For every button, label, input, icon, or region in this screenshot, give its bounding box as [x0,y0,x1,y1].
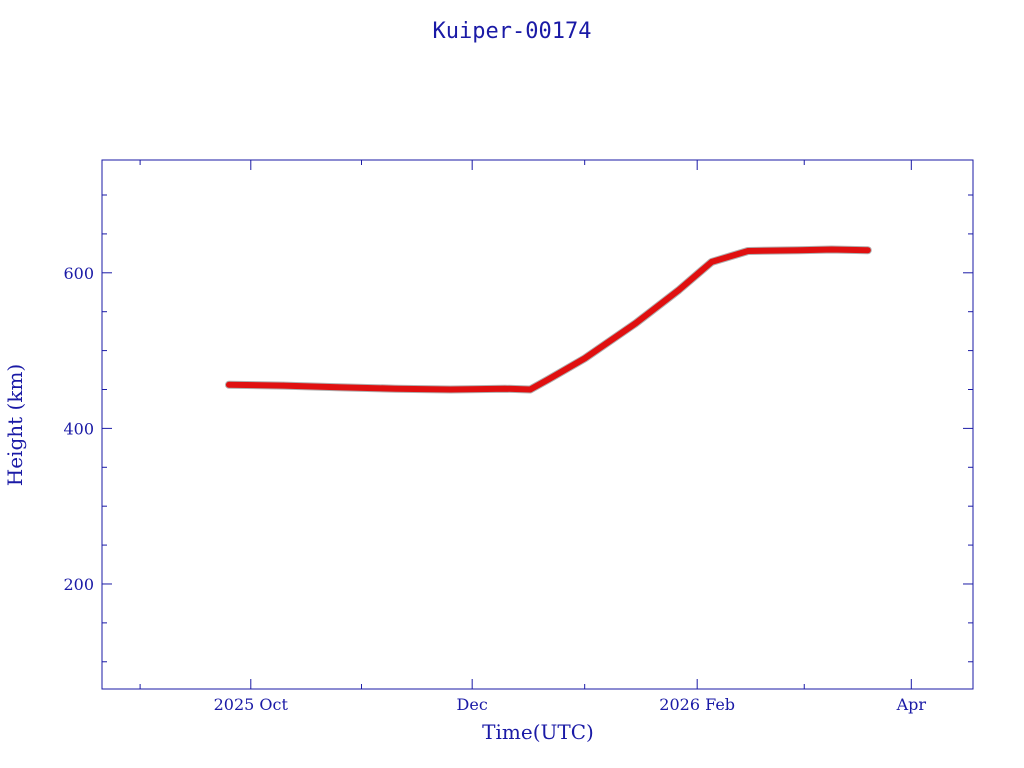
height-data-point [698,268,704,275]
height-data-point [393,385,399,392]
height-data-point [708,259,715,265]
height-series-shadow [225,245,872,394]
y-tick-label: 200 [63,575,94,594]
x-axis-ticks [139,160,912,689]
height-data-point [447,386,454,393]
y-tick-label: 400 [63,419,94,438]
height-data-point [527,386,533,393]
height-data-point [581,355,588,362]
height-data-point [796,247,802,253]
chart-title: Kuiper-00174 [433,19,592,44]
x-tick-label: Apr [896,695,927,714]
height-data-point [632,320,639,327]
y-axis-label: Height (km) [3,364,27,486]
height-data-point [226,382,232,388]
height-data-point [335,384,341,391]
height-data-point [502,385,508,392]
y-tick-label: 600 [63,264,94,283]
x-axis-tick-labels: 2025 Oct Dec 2026 Feb Apr [214,695,927,714]
x-tick-label: 2025 Oct [214,695,289,714]
height-data-point [828,246,835,253]
height-series-line [226,246,871,393]
plot-frame [101,159,974,690]
x-tick-label: Dec [457,695,488,714]
height-data-point [865,247,871,253]
height-data-point [745,248,751,254]
y-axis-ticks [102,194,973,663]
height-data-point [545,376,552,383]
y-axis-tick-labels: 200 400 600 [63,264,94,594]
series-layer [225,245,872,394]
x-tick-label: 2026 Feb [659,695,735,714]
height-data-point [280,382,287,389]
x-axis-label: Time(UTC) [482,720,594,744]
height-data-point [676,287,682,293]
